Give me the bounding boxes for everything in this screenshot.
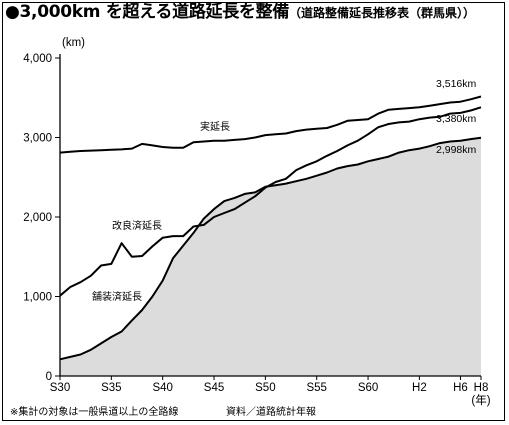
x-tick-label: S40 [152, 382, 172, 394]
y-tick-label: 3,000 [23, 133, 52, 145]
title-sub: （道路整備延長推移表（群馬県）） [289, 6, 476, 20]
x-tick-label: S60 [358, 382, 378, 394]
kairyo-line [59, 106, 482, 297]
series-label-kairyo: 改良済延長 [112, 219, 162, 232]
end-label-jitsu: 3,516km [436, 78, 477, 90]
paved-area-fill [60, 137, 481, 376]
end-label-kairyo: 3,380km [436, 113, 477, 125]
source-note: 資料／道路統計年報 [226, 407, 316, 418]
x-tick-label: S50 [255, 382, 275, 394]
x-tick-label: S55 [306, 382, 326, 394]
x-tick-label: H2 [412, 382, 427, 394]
footnote: ※集計の対象は一般県道以上の全路線 [10, 407, 179, 418]
jitsu-encho-line [59, 95, 482, 154]
x-tick-label: S45 [204, 382, 224, 394]
title-main: ●3,000km を超える道路延長を整備 [5, 2, 290, 22]
y-tick-label: 2,000 [23, 212, 52, 224]
x-tick-label: S30 [50, 382, 70, 394]
hoso-line [59, 136, 482, 361]
chart-title: ●3,000km を超える道路延長を整備（道路整備延長推移表（群馬県）） [5, 4, 475, 21]
x-tick-label: H6 [453, 382, 468, 394]
end-label-hoso: 2,998km [436, 144, 477, 156]
y-tick-label: 4,000 [23, 53, 52, 65]
series-label-hoso: 舗装済延長 [92, 290, 142, 303]
y-tick-label: 0 [46, 371, 52, 383]
y-axis-unit: (km) [62, 37, 85, 49]
series-label-jitsu: 実延長 [200, 120, 230, 133]
x-tick-label: H8 [474, 382, 489, 394]
x-axis-unit: (年) [471, 393, 490, 407]
x-tick-label: S35 [101, 382, 121, 394]
y-tick-label: 1,000 [23, 292, 52, 304]
